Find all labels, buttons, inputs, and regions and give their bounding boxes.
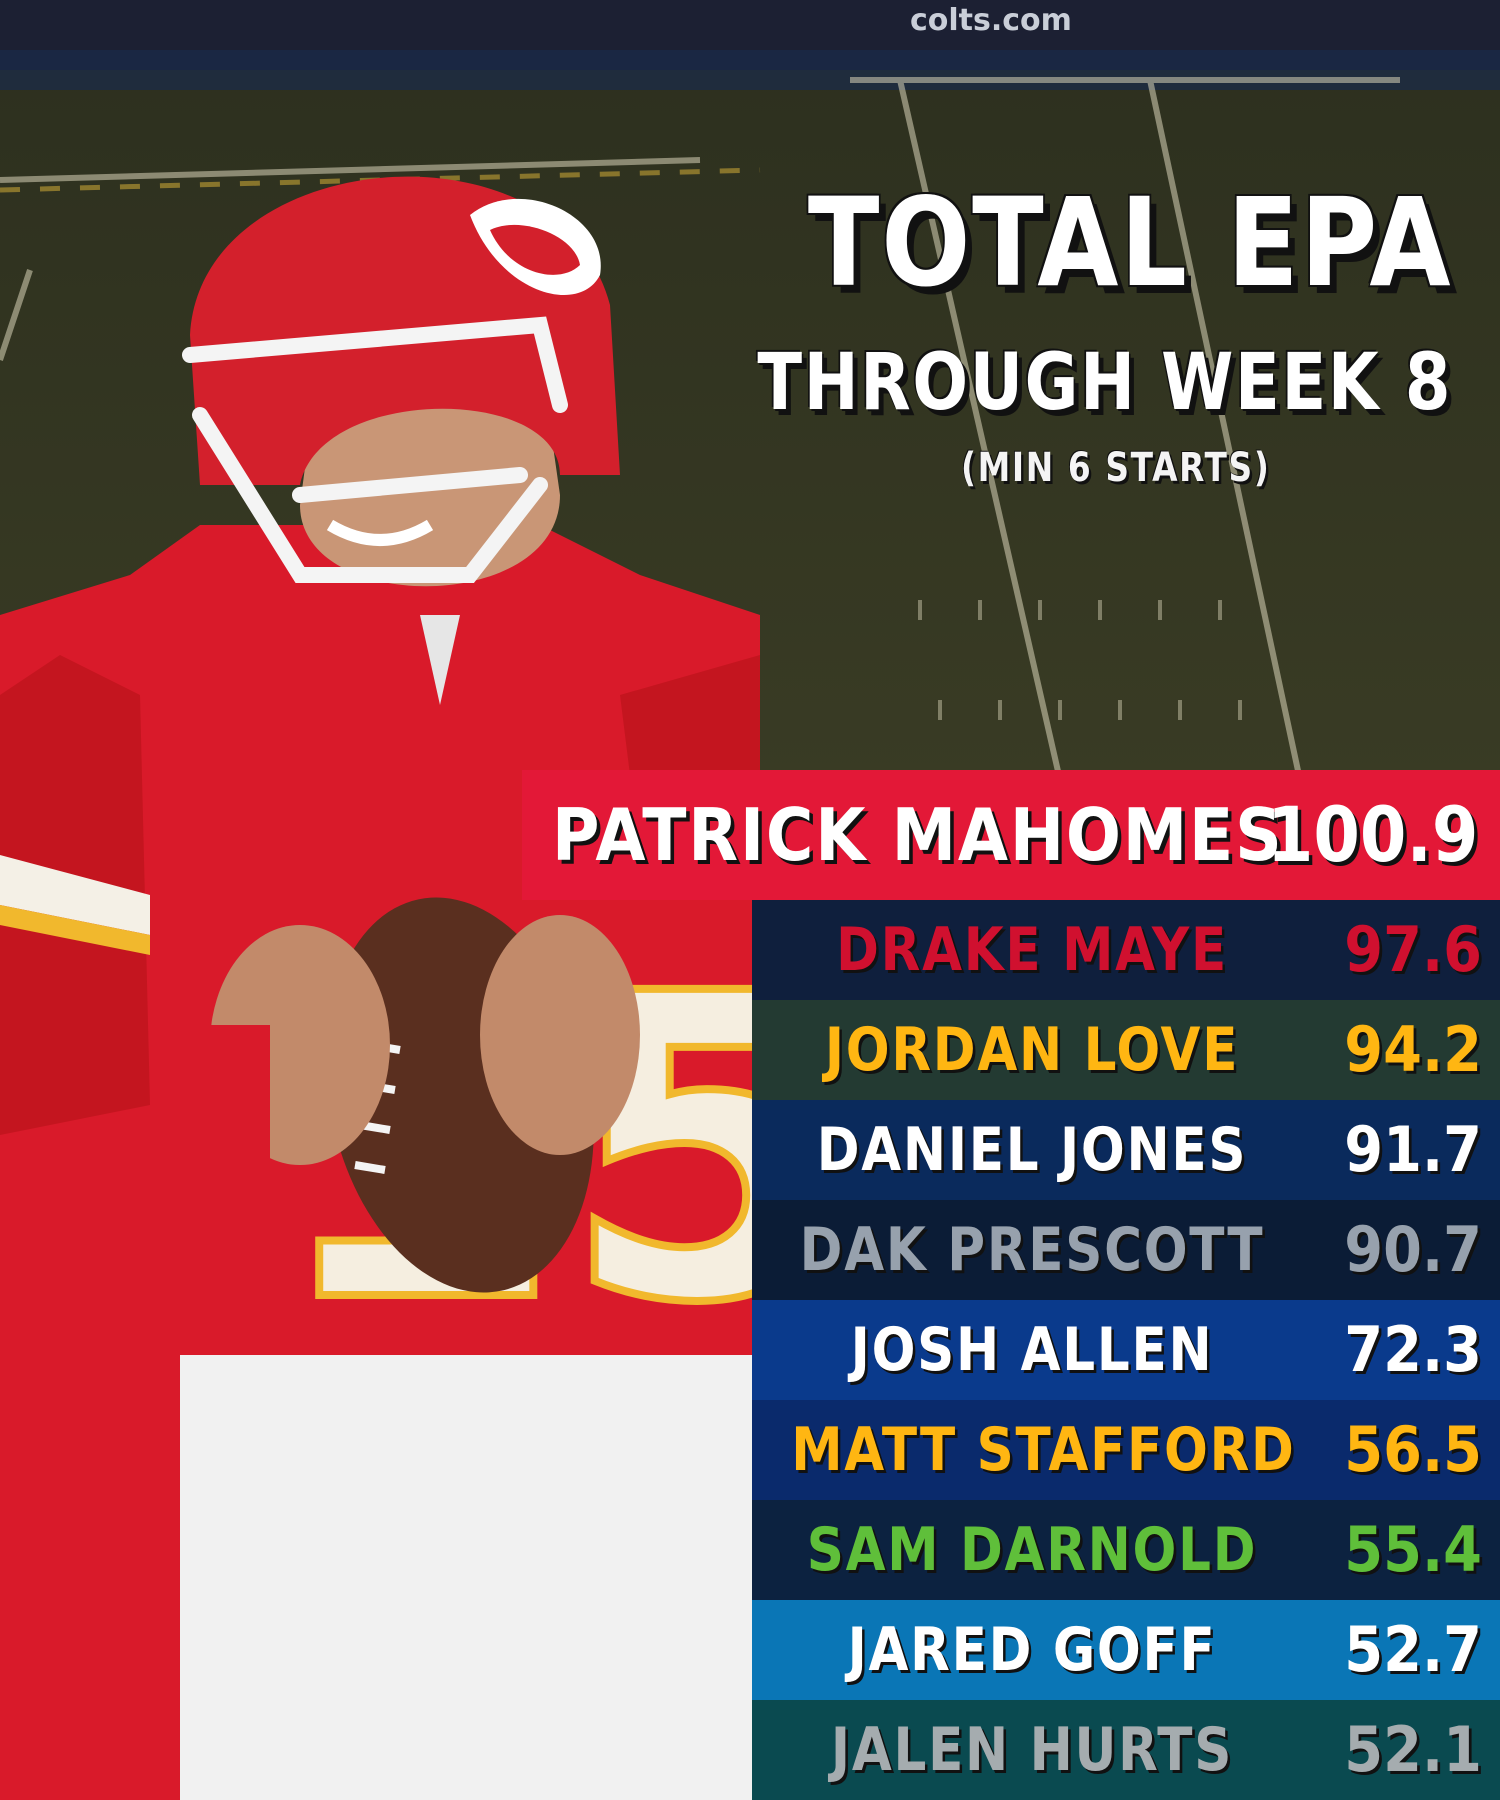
ranking-row: JARED GOFF 52.7	[752, 1600, 1500, 1700]
leader-row: PATRICK MAHOMES 100.9	[522, 770, 1500, 900]
ranking-row: DRAKE MAYE 97.6	[752, 900, 1500, 1000]
player-name: MATT STAFFORD	[791, 1415, 1296, 1485]
epa-value: 56.5	[1344, 1413, 1482, 1486]
leader-name: PATRICK MAHOMES	[552, 793, 1284, 877]
player-name: JARED GOFF	[847, 1615, 1217, 1685]
player-name: DRAKE MAYE	[836, 915, 1228, 985]
ranking-row: DANIEL JONES 91.7	[752, 1100, 1500, 1200]
epa-value: 72.3	[1344, 1313, 1482, 1386]
ranking-row: SAM DARNOLD 55.4	[752, 1500, 1500, 1600]
player-name: DAK PRESCOTT	[799, 1215, 1265, 1285]
ranking-row: JORDAN LOVE 94.2	[752, 1000, 1500, 1100]
player-name: SAM DARNOLD	[806, 1515, 1258, 1585]
ranking-row: JALEN HURTS 52.1	[752, 1700, 1500, 1800]
epa-value: 52.7	[1344, 1613, 1482, 1686]
quarterback-photo: 15	[0, 176, 760, 1800]
field-signage-text: colts.com	[910, 3, 1072, 38]
ranking-row: MATT STAFFORD 56.5	[752, 1400, 1500, 1500]
epa-value: 90.7	[1344, 1213, 1482, 1286]
player-name: JOSH ALLEN	[850, 1315, 1214, 1385]
ranking-row: DAK PRESCOTT 90.7	[752, 1200, 1500, 1300]
qualification-note: (MIN 6 STARTS)	[960, 445, 1270, 491]
player-name: DANIEL JONES	[816, 1115, 1248, 1185]
player-name: JALEN HURTS	[830, 1715, 1234, 1785]
rankings-list: DRAKE MAYE 97.6 JORDAN LOVE 94.2 DANIEL …	[752, 900, 1500, 1800]
ranking-row: JOSH ALLEN 72.3	[752, 1300, 1500, 1400]
epa-value: 94.2	[1344, 1013, 1482, 1086]
epa-value: 55.4	[1344, 1513, 1482, 1586]
epa-value: 52.1	[1344, 1713, 1482, 1786]
page-title: TOTAL EPA	[807, 172, 1452, 314]
player-name: JORDAN LOVE	[824, 1015, 1240, 1085]
leader-value: 100.9	[1266, 790, 1478, 879]
epa-value: 91.7	[1344, 1113, 1482, 1186]
page-subtitle: THROUGH WEEK 8	[757, 338, 1452, 428]
epa-value: 97.6	[1344, 913, 1482, 986]
